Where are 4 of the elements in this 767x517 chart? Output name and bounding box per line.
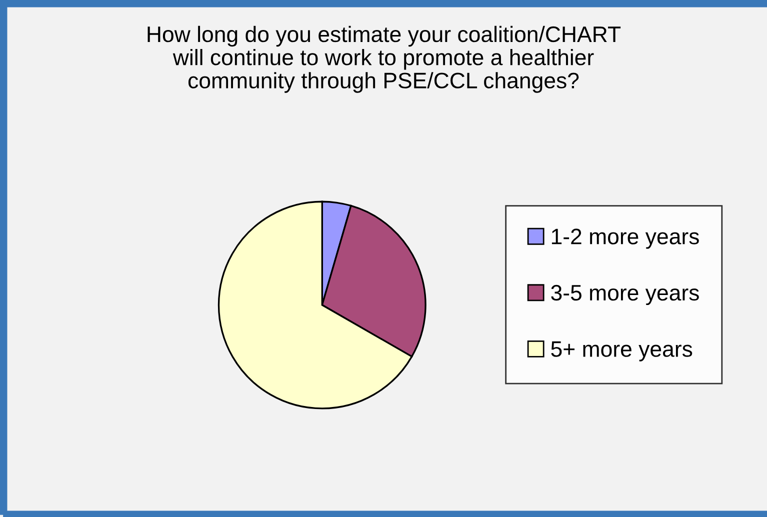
legend-label: 3-5 more years — [551, 284, 699, 306]
legend-label: 5+ more years — [551, 341, 692, 362]
legend-label: 1-2 more years — [552, 228, 699, 249]
chart-title: How long do you estimate your coalition/CHART will continue to work to promote a healthier community through PSE/CCL changes? — [148, 26, 621, 93]
